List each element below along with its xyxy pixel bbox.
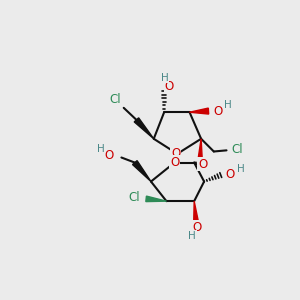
Text: H: H [97,144,104,154]
Text: H: H [224,100,232,110]
Text: O: O [198,158,207,171]
Polygon shape [197,139,202,164]
Polygon shape [146,196,166,202]
Text: O: O [170,156,179,169]
Text: O: O [225,168,235,181]
Text: H: H [161,73,169,82]
Text: O: O [171,147,180,160]
Text: H: H [237,164,244,174]
Text: H: H [188,231,196,241]
Polygon shape [133,160,151,182]
Polygon shape [190,108,209,114]
Text: Cl: Cl [128,191,140,204]
Polygon shape [134,118,154,139]
Text: O: O [104,149,114,162]
Polygon shape [194,201,198,222]
Text: Cl: Cl [232,143,243,156]
Text: O: O [165,80,174,93]
Text: O: O [192,220,202,233]
Text: O: O [213,105,222,118]
Text: Cl: Cl [110,93,122,106]
